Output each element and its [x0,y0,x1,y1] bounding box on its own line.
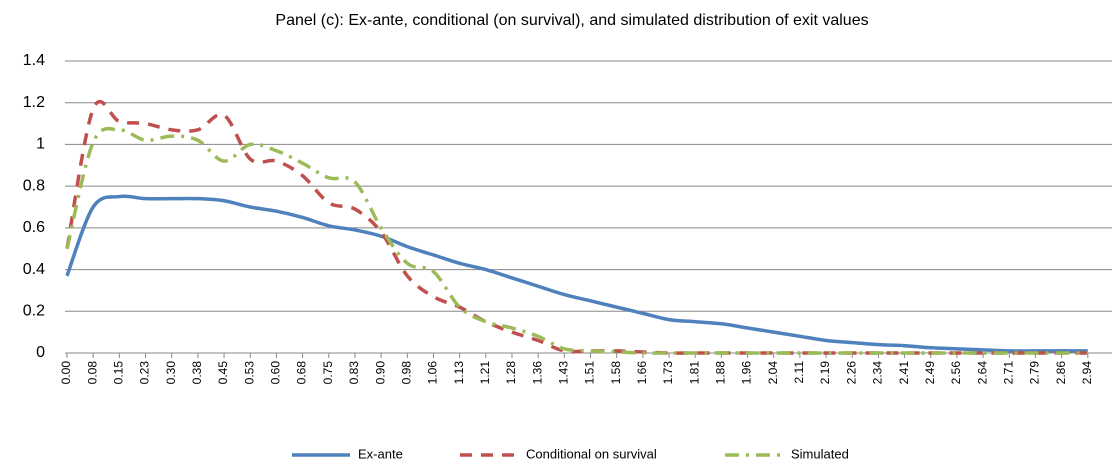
x-tick-label: 2.41 [897,361,911,385]
x-tick-label: 2.79 [1028,361,1042,385]
x-tick-label: 2.56 [949,361,963,385]
x-tick-label: 1.51 [583,361,597,385]
x-tick-label: 0.45 [216,361,230,385]
legend-label: Simulated [791,446,849,461]
legend-label: Ex-ante [358,446,403,461]
x-tick-label: 2.49 [923,361,937,385]
x-tick-label: 0.08 [85,361,99,385]
x-tick-label: 2.64 [975,361,989,385]
x-tick-label: 1.43 [556,361,570,385]
x-tick-label: 0.30 [164,361,178,385]
y-tick-label: 0.8 [23,177,45,194]
x-tick-label: 2.86 [1054,361,1068,385]
x-tick-label: 1.66 [635,361,649,385]
legend-label: Conditional on survival [526,446,657,461]
x-tick-label: 1.58 [609,361,623,385]
x-tick-label: 0.00 [59,361,73,385]
y-tick-label: 0.6 [23,219,45,236]
x-tick-label: 2.11 [792,361,806,384]
x-tick-label: 0.90 [373,361,387,385]
x-tick-label: 0.68 [295,361,309,385]
x-tick-label: 1.13 [452,361,466,385]
x-tick-label: 0.60 [269,361,283,385]
x-tick-label: 1.06 [426,361,440,385]
line-series [65,126,1088,355]
x-tick-label: 1.28 [504,361,518,385]
line-series [65,99,1088,355]
y-tick-label: 0.4 [23,261,45,278]
y-tick-label: 1.2 [23,94,45,111]
x-tick-label: 0.75 [321,361,335,385]
y-tick-label: 1.4 [23,52,45,69]
x-tick-label: 0.53 [242,361,256,385]
y-tick-label: 1 [36,136,45,153]
x-tick-label: 0.15 [112,361,126,385]
x-tick-label: 2.26 [844,361,858,385]
x-tick-label: 0.98 [399,361,413,385]
x-tick-label: 2.34 [871,361,885,385]
x-tick-label: 1.88 [714,361,728,385]
x-tick-label: 1.36 [530,361,544,385]
x-tick-label: 1.21 [478,361,492,385]
x-tick-label: 2.19 [818,361,832,385]
x-tick-label: 2.71 [1001,361,1015,385]
x-tick-label: 2.04 [766,361,780,385]
y-tick-label: 0.2 [23,303,45,320]
x-tick-label: 0.83 [347,361,361,385]
line-series [65,194,1088,353]
x-tick-label: 0.23 [138,361,152,385]
chart-title: Panel (c): Ex-ante, conditional (on surv… [275,12,868,29]
x-tick-label: 1.96 [740,361,754,385]
y-tick-label: 0 [36,344,45,361]
x-tick-label: 2.94 [1080,361,1094,385]
x-tick-label: 0.38 [190,361,204,385]
x-tick-label: 1.73 [661,361,675,385]
x-tick-label: 1.81 [687,361,701,385]
